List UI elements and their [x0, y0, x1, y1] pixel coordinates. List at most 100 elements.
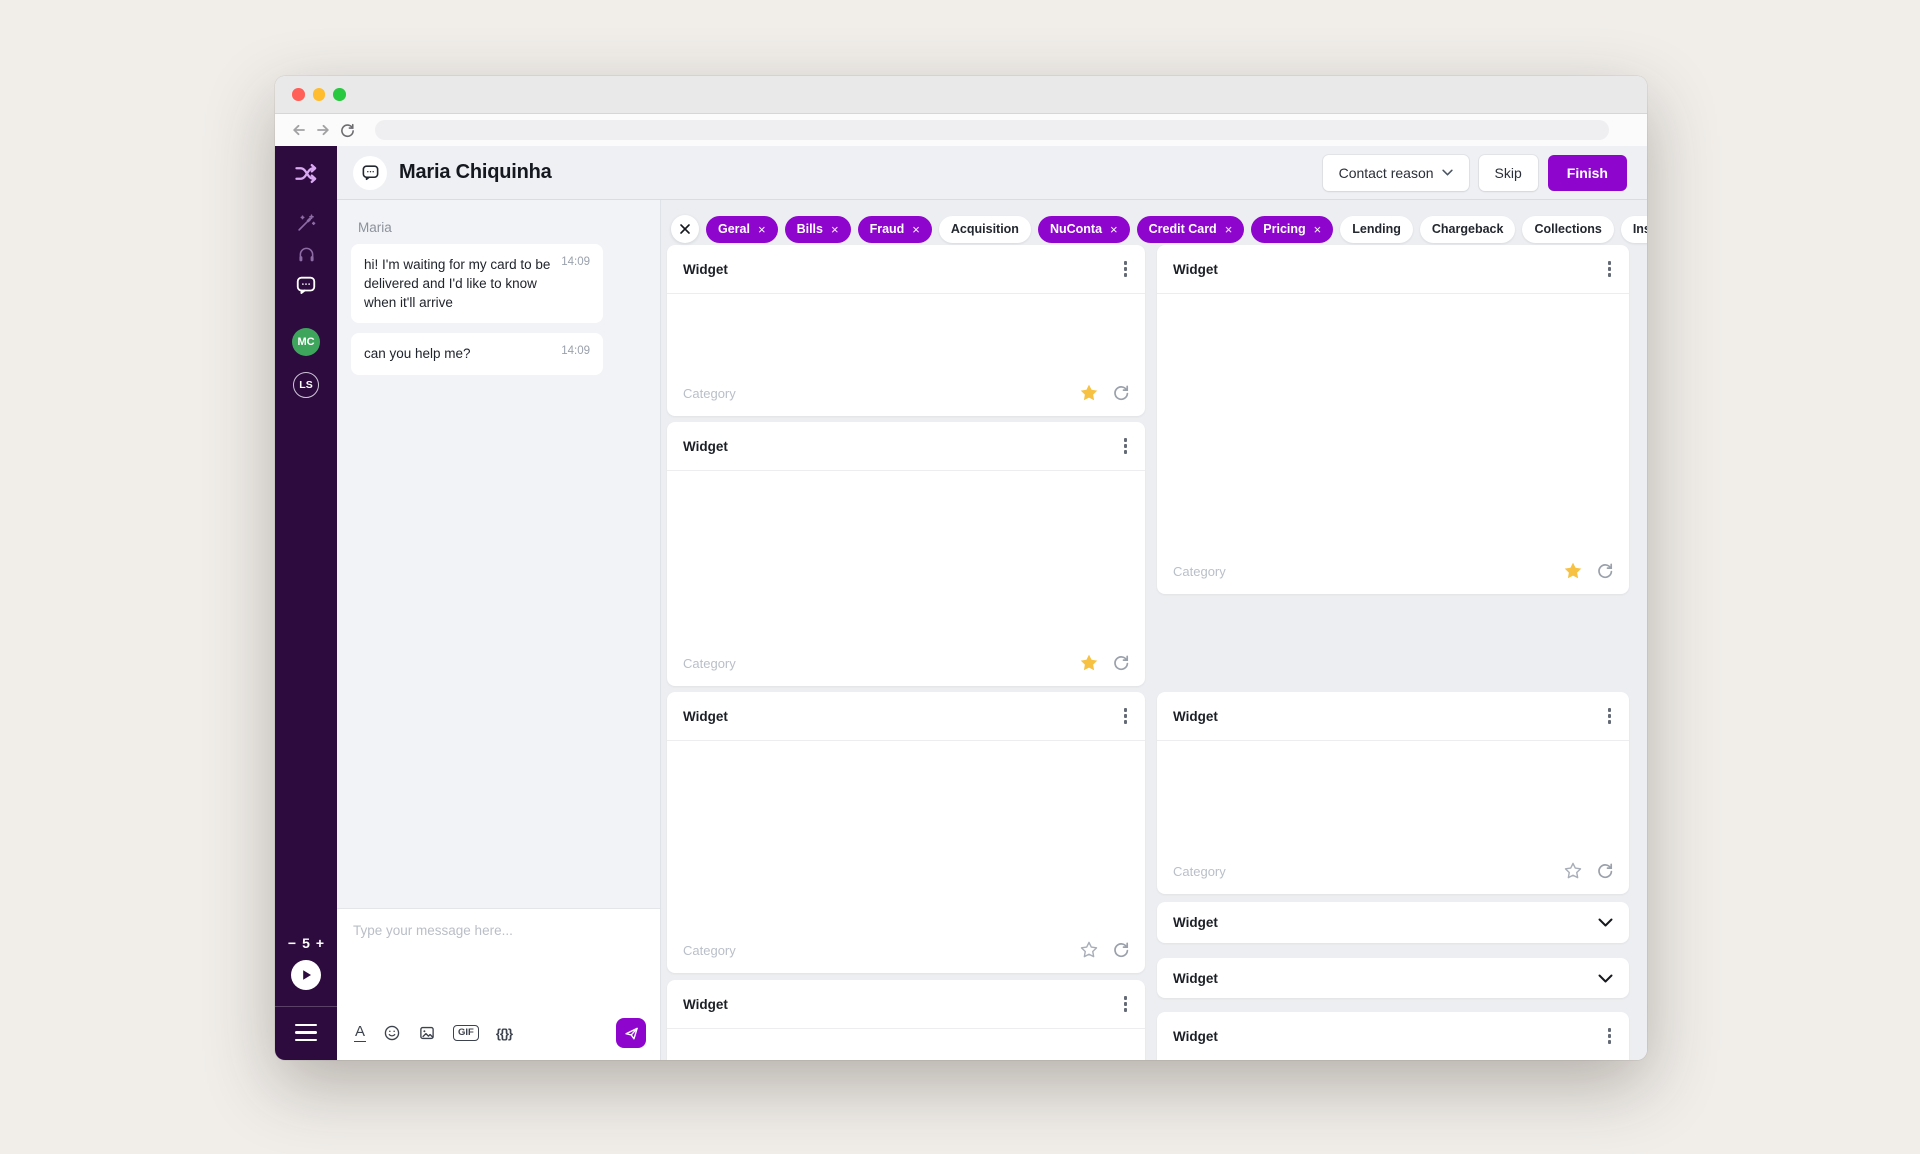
text-format-icon[interactable]: A: [354, 1023, 367, 1042]
expand-chevron-icon[interactable]: [1598, 974, 1613, 983]
tag-pricing[interactable]: Pricing ×: [1251, 215, 1334, 243]
tag-geral[interactable]: Geral ×: [706, 215, 778, 243]
remove-tag-icon[interactable]: ×: [1224, 221, 1233, 237]
message-composer: A GIF {{}}: [337, 908, 660, 1060]
star-filled-icon[interactable]: [1079, 653, 1099, 673]
tag-insurance[interactable]: Insurance: [1620, 215, 1647, 243]
tag-label: Collections: [1534, 222, 1602, 236]
star-outline-icon[interactable]: [1079, 940, 1099, 960]
tag-lending[interactable]: Lending: [1340, 215, 1413, 243]
tag-label: Chargeback: [1431, 222, 1504, 236]
tag-chargeback[interactable]: Chargeback: [1419, 215, 1516, 243]
chat-message: hi! I'm waiting for my card to be delive…: [351, 244, 603, 324]
remove-tag-icon[interactable]: ×: [830, 221, 839, 237]
category-placeholder: Category: [1173, 863, 1226, 879]
category-placeholder: Category: [683, 385, 736, 401]
message-timestamp: 14:09: [561, 345, 590, 358]
avatar-mc[interactable]: MC: [292, 328, 320, 356]
gif-icon[interactable]: GIF: [453, 1025, 479, 1041]
expand-chevron-icon[interactable]: [1598, 918, 1613, 927]
widget-title: Widget: [1173, 970, 1218, 986]
tag-collections[interactable]: Collections: [1522, 215, 1614, 243]
tag-acquisition[interactable]: Acquisition: [938, 215, 1031, 243]
message-list: Maria hi! I'm waiting for my card to be …: [337, 200, 660, 908]
remove-tag-icon[interactable]: ×: [757, 221, 766, 237]
message-timestamp: 14:09: [561, 256, 590, 268]
forward-icon[interactable]: [311, 118, 335, 142]
contact-name-label: Maria: [358, 220, 392, 235]
message-input[interactable]: [337, 909, 660, 1018]
avatar-ls[interactable]: LS: [293, 372, 319, 398]
emoji-icon[interactable]: [383, 1024, 401, 1042]
tag-label: Lending: [1352, 222, 1401, 236]
widget-menu-icon[interactable]: [1606, 1024, 1614, 1048]
finish-button[interactable]: Finish: [1547, 154, 1627, 191]
widget-menu-icon[interactable]: [1122, 992, 1130, 1016]
refresh-icon[interactable]: [1112, 384, 1130, 402]
star-filled-icon[interactable]: [1079, 383, 1099, 403]
template-variables-icon[interactable]: {{}}: [495, 1025, 513, 1041]
refresh-icon[interactable]: [1112, 941, 1130, 959]
widget-title: Widget: [683, 438, 728, 454]
tag-bills[interactable]: Bills ×: [784, 215, 851, 243]
widget-menu-icon[interactable]: [1122, 704, 1130, 728]
back-icon[interactable]: [287, 118, 311, 142]
widget-divider: [667, 470, 1145, 471]
skip-button[interactable]: Skip: [1478, 154, 1538, 191]
magic-wand-icon[interactable]: [293, 210, 319, 236]
star-filled-icon[interactable]: [1563, 561, 1583, 581]
clear-tags-button[interactable]: [671, 215, 699, 243]
widget-menu-icon[interactable]: [1606, 704, 1614, 728]
menu-icon[interactable]: [295, 1007, 317, 1061]
send-button[interactable]: [616, 1018, 646, 1048]
remove-tag-icon[interactable]: ×: [1110, 221, 1118, 237]
widget-menu-icon[interactable]: [1606, 257, 1614, 281]
contact-reason-dropdown[interactable]: Contact reason: [1322, 154, 1469, 191]
chevron-down-icon: [1441, 169, 1453, 176]
widget-title: Widget: [683, 261, 728, 277]
counter-value: 5: [302, 934, 310, 951]
chat-icon[interactable]: [293, 272, 319, 298]
tag-nuconta[interactable]: NuConta ×: [1037, 215, 1130, 243]
shuffle-icon[interactable]: [293, 160, 319, 186]
minimize-window-button[interactable]: [312, 88, 325, 101]
chat-bubble-icon: [353, 155, 387, 190]
widget-divider: [667, 740, 1145, 741]
refresh-icon[interactable]: [1596, 862, 1614, 880]
remove-tag-icon[interactable]: ×: [1313, 221, 1322, 237]
close-icon: [680, 224, 690, 234]
widget-menu-icon[interactable]: [1122, 257, 1130, 281]
address-bar[interactable]: [375, 120, 1609, 140]
widget-title: Widget: [683, 708, 728, 724]
widget-divider: [1157, 293, 1629, 294]
remove-tag-icon[interactable]: ×: [912, 221, 920, 237]
widget-title: Widget: [1173, 915, 1218, 930]
refresh-icon[interactable]: [1112, 654, 1130, 672]
tag-fraud[interactable]: Fraud ×: [857, 215, 932, 243]
widget-title: Widget: [1173, 1028, 1218, 1044]
widget-title: Widget: [1173, 708, 1218, 724]
reload-icon[interactable]: [335, 118, 359, 142]
close-window-button[interactable]: [292, 88, 305, 101]
tag-label: Fraud: [869, 222, 905, 236]
tag-label: Geral: [718, 222, 750, 236]
chat-message: can you help me? 14:09: [351, 333, 603, 375]
image-attach-icon[interactable]: [418, 1024, 436, 1042]
paper-plane-icon: [624, 1027, 638, 1040]
counter-plus-button[interactable]: +: [315, 934, 325, 951]
play-button[interactable]: [291, 959, 321, 990]
star-outline-icon[interactable]: [1563, 861, 1583, 881]
zoom-window-button[interactable]: [333, 88, 346, 101]
headphones-icon[interactable]: [293, 241, 319, 267]
tag-label: Insurance: [1632, 222, 1647, 236]
tag-credit-card[interactable]: Credit Card ×: [1136, 215, 1245, 243]
widget-title: Widget: [683, 996, 728, 1012]
message-text: hi! I'm waiting for my card to be delive…: [364, 257, 551, 311]
category-placeholder: Category: [683, 942, 736, 958]
widget-card: Widget Category: [667, 245, 1145, 416]
widget-title: Widget: [1173, 261, 1218, 277]
counter-minus-button[interactable]: −: [287, 934, 297, 951]
tag-label: NuConta: [1049, 222, 1103, 236]
refresh-icon[interactable]: [1596, 562, 1614, 580]
widget-menu-icon[interactable]: [1122, 434, 1130, 458]
